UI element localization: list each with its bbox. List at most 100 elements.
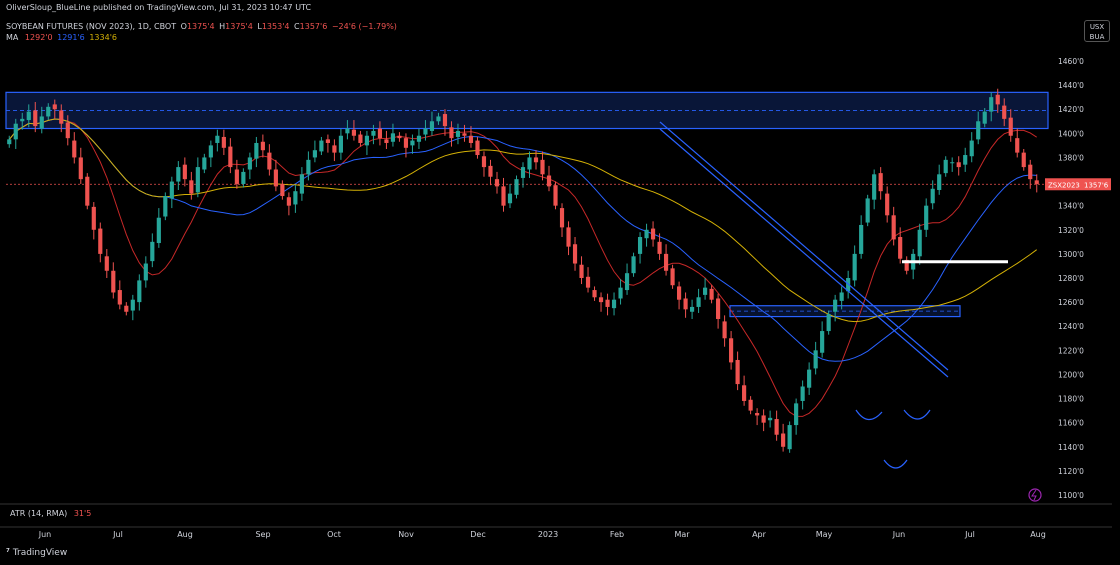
candle-body xyxy=(234,169,239,184)
candle-body xyxy=(631,256,636,274)
candle-body xyxy=(794,403,799,426)
candle-body xyxy=(637,237,643,254)
candle-body xyxy=(286,197,291,206)
candle-body xyxy=(202,157,207,170)
price-tick-label: 1320'0 xyxy=(1058,226,1084,235)
candle-body xyxy=(494,179,500,187)
candle-body xyxy=(1034,180,1039,184)
candle-body xyxy=(696,297,701,307)
candle-body xyxy=(995,94,1000,105)
candle-body xyxy=(859,224,864,254)
candle-body xyxy=(891,215,896,240)
price-tick-label: 1180'0 xyxy=(1058,395,1084,404)
candle-body xyxy=(384,139,389,143)
candle-body xyxy=(644,229,649,239)
symbol-legend: SOYBEAN FUTURES (NOV 2023), 1D, CBOT O13… xyxy=(6,22,397,31)
ma-legend: MA 1292'0 1291'6 1334'6 xyxy=(6,33,117,42)
candle-body xyxy=(611,299,617,309)
currency-unit-button[interactable]: USX BUA xyxy=(1084,20,1110,42)
candle-body xyxy=(774,419,779,435)
candle-body xyxy=(820,331,825,353)
lightning-icon xyxy=(1031,489,1037,501)
candle-body xyxy=(39,116,44,129)
candle-body xyxy=(722,321,727,339)
candle-body xyxy=(1008,117,1013,136)
candle-body xyxy=(572,244,578,264)
tradingview-logo[interactable]: ⁷ TradingView xyxy=(6,548,67,558)
price-tag-symbol: ZSX2023 xyxy=(1048,181,1080,189)
candle-body xyxy=(833,299,838,312)
candle-body xyxy=(46,106,51,117)
price-tick-label: 1120'0 xyxy=(1058,467,1084,476)
candle-body xyxy=(52,104,57,110)
candle-body xyxy=(488,165,493,177)
candle-body xyxy=(13,123,18,140)
candle-body xyxy=(937,174,942,190)
candle-body xyxy=(1021,152,1026,168)
candle-body xyxy=(423,128,428,135)
alert-icon[interactable] xyxy=(1028,488,1042,502)
candle-body xyxy=(683,298,688,310)
candle-body xyxy=(969,140,974,157)
trendline-upper xyxy=(659,121,949,371)
candle-body xyxy=(748,399,753,411)
candle-body xyxy=(514,179,519,195)
candle-body xyxy=(20,118,25,122)
left-shoulder-arc xyxy=(855,409,883,421)
candle-body xyxy=(390,133,396,142)
time-tick-label: Oct xyxy=(327,530,341,539)
price-axis: 1100'0 1120'0 1140'0 1160'0 1180'0 1200'0 1220… xyxy=(1045,57,1111,500)
candle-body xyxy=(950,162,955,164)
candle-body xyxy=(650,228,656,240)
candle-body xyxy=(813,350,818,369)
candle-body xyxy=(852,253,857,281)
candle-body xyxy=(956,162,961,168)
ma-value-yellow: 1334'6 xyxy=(89,33,117,42)
right-shoulder-arc xyxy=(903,409,931,420)
candle-body xyxy=(306,159,311,175)
time-tick-label: 2023 xyxy=(538,530,558,539)
candle-body xyxy=(429,121,435,131)
high-value: 1375'4 xyxy=(225,22,253,31)
candle-body xyxy=(507,193,513,204)
candle-body xyxy=(267,152,272,170)
candle-body xyxy=(768,417,773,421)
candle-body xyxy=(312,150,317,158)
ma-blue-line xyxy=(8,118,1037,362)
candle-body xyxy=(377,128,383,139)
candle-body xyxy=(85,176,90,206)
price-tag-value: 1357'6 xyxy=(1084,181,1109,189)
candle-body xyxy=(904,259,909,271)
candle-body xyxy=(924,205,929,230)
candle-body xyxy=(247,157,252,170)
price-tick-label: 1280'0 xyxy=(1058,274,1084,283)
candle-body xyxy=(345,128,350,134)
candle-body xyxy=(65,122,70,139)
time-tick-label: Jun xyxy=(38,530,52,539)
candle-body xyxy=(111,270,116,293)
low-label: L xyxy=(257,22,262,31)
candle-body xyxy=(865,198,870,223)
price-tick-label: 1300'0 xyxy=(1058,250,1084,259)
time-tick-label: Dec xyxy=(470,530,485,539)
time-axis: Jun Jul Aug Sep Oct Nov Dec 2023 Feb Mar Apr May Jun… xyxy=(38,530,1046,539)
candle-body xyxy=(189,180,194,194)
candle-body xyxy=(657,241,662,254)
candle-body xyxy=(663,253,669,271)
candle-body xyxy=(416,135,422,142)
candle-body xyxy=(332,145,337,153)
candle-body xyxy=(585,276,591,288)
candle-body xyxy=(670,268,675,286)
drawings-layer xyxy=(659,121,1008,469)
atr-legend: ATR (14, RMA) 31'5 xyxy=(10,509,91,518)
candle-body xyxy=(98,228,103,254)
close-value: 1357'6 xyxy=(299,22,328,31)
candle-body xyxy=(91,206,96,230)
candle-body xyxy=(403,138,409,148)
candle-body xyxy=(579,264,584,278)
candle-body xyxy=(410,140,415,146)
price-tick-label: 1400'0 xyxy=(1058,129,1084,138)
atr-value: 31'5 xyxy=(73,509,92,518)
candle-body xyxy=(273,169,278,187)
